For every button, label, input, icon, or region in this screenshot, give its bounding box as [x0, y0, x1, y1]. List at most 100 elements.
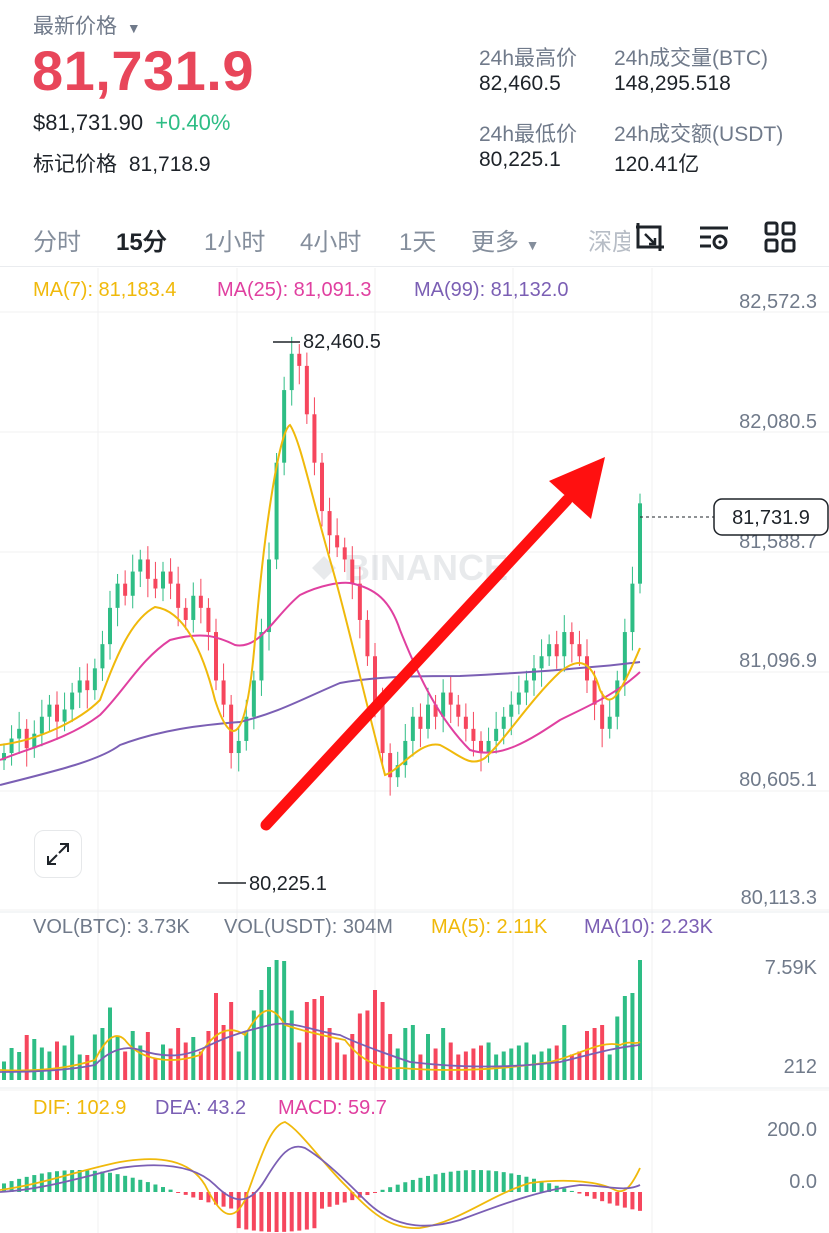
tab-1h[interactable]: 1小时: [204, 229, 266, 256]
volume-bar: [532, 1054, 536, 1080]
vol-btc-legend: VOL(BTC): 3.73K: [33, 916, 190, 938]
candle-body: [17, 728, 22, 739]
candle-body: [426, 704, 430, 729]
volume-bar: [100, 1028, 105, 1080]
low-label: 24h最低价: [479, 123, 578, 146]
tab-4h[interactable]: 4小时: [300, 229, 362, 256]
volume-bar: [357, 1013, 362, 1080]
price-axis-tick: 81,096.9: [739, 650, 817, 672]
volume-bar: [380, 1002, 385, 1080]
caret-down-icon: ▼: [525, 237, 540, 253]
candle-body: [410, 716, 415, 741]
macd-bar: [373, 1192, 377, 1193]
volume-bar: [251, 1010, 256, 1080]
price-axis-tick: 80,605.1: [739, 769, 817, 791]
volume-bar: [198, 1051, 203, 1080]
macd-bar: [92, 1170, 97, 1192]
vol-axis-tick: 7.59K: [765, 957, 818, 979]
candlestick-chart[interactable]: BINANCE MA(7): 81,183.4 MA(25): 81,091.3…: [0, 268, 829, 1233]
candle-body: [191, 595, 196, 620]
dea-line: [0, 1145, 641, 1227]
volume-bar: [115, 1037, 120, 1080]
ma7-line: [0, 423, 641, 777]
indicator-settings-icon[interactable]: [697, 220, 731, 254]
volume-bar: [320, 996, 324, 1080]
macd-bar: [244, 1192, 249, 1230]
vol-ma10-line: [0, 1022, 641, 1073]
candle-body: [600, 704, 605, 729]
macd-bar: [516, 1174, 521, 1192]
candle-body: [183, 607, 188, 620]
volume-bar: [176, 1028, 181, 1080]
tab-depth-label: 深度: [588, 229, 630, 256]
candle-body: [85, 680, 90, 691]
candle-body: [304, 365, 309, 415]
candle-body: [388, 753, 393, 778]
macd-bar: [214, 1192, 218, 1205]
candle-body: [24, 728, 29, 749]
expand-icon: [47, 843, 69, 865]
macd-bar: [471, 1170, 476, 1192]
volume-bar: [448, 1042, 453, 1080]
macd-bar: [456, 1170, 461, 1192]
price-axis-tick: 80,113.3: [741, 887, 817, 909]
candle-body: [433, 704, 438, 717]
candle-body: [108, 607, 112, 645]
latest-price-label[interactable]: 最新价格 ▼: [33, 10, 141, 40]
macd-bar: [183, 1192, 188, 1195]
macd-bar: [630, 1192, 635, 1210]
high-marker: 82,460.5: [273, 331, 381, 353]
macd-bar: [433, 1174, 438, 1192]
macd-bar: [251, 1192, 256, 1231]
volume-bar: [638, 960, 642, 1080]
vol-usdt-value: 120.41亿: [614, 153, 700, 176]
candle-body: [532, 668, 536, 681]
candle-body: [622, 632, 627, 681]
macd-bar: [342, 1192, 347, 1203]
macd-bar: [600, 1192, 605, 1202]
tab-1d[interactable]: 1天: [399, 229, 437, 256]
volume-bar: [24, 1035, 29, 1080]
candle-body: [479, 740, 483, 754]
vol-btc-value: 148,295.518: [614, 72, 731, 95]
tab-15m[interactable]: 15分: [116, 229, 167, 256]
volume-bar: [168, 1048, 173, 1080]
tab-more-label: 更多: [471, 229, 519, 256]
tab-more[interactable]: 更多 ▼: [471, 222, 540, 257]
candle-body: [282, 390, 287, 463]
macd-bar: [509, 1173, 514, 1192]
candle-body: [62, 709, 67, 722]
mark-price: 标记价格 81,718.9: [33, 148, 211, 178]
candles: [2, 336, 642, 796]
volume-bar: [403, 1028, 408, 1080]
volume-bar: [388, 1034, 393, 1080]
macd-axis-tick: 0.0: [789, 1171, 817, 1193]
macd-bar: [17, 1178, 22, 1192]
candle-body: [592, 680, 597, 705]
volume-bar: [524, 1042, 529, 1080]
macd-bar: [494, 1171, 499, 1192]
candle-body: [463, 716, 468, 729]
candle-body: [244, 716, 249, 741]
tab-depth[interactable]: 深度: [588, 222, 630, 257]
vol-usdt-legend: VOL(USDT): 304M: [224, 916, 393, 938]
candle-body: [55, 704, 59, 722]
candle-body: [380, 704, 385, 754]
fullscreen-button[interactable]: [34, 830, 82, 878]
volume-bar: [191, 1037, 196, 1080]
usd-price-value: $81,731.90: [33, 110, 144, 135]
volume-bar: [85, 1055, 90, 1080]
macd-bar: [577, 1192, 582, 1194]
low-value: 80,225.1: [479, 148, 561, 171]
volume-bar: [289, 1010, 294, 1080]
volume-bar: [17, 1052, 22, 1080]
candle-body: [176, 583, 181, 608]
grid-layout-icon[interactable]: [763, 220, 797, 254]
tab-time-share[interactable]: 分时: [33, 229, 81, 256]
candle-body: [312, 414, 317, 463]
volume-bar: [267, 967, 271, 1080]
candle-body: [289, 353, 294, 391]
macd-bar: [395, 1184, 400, 1192]
macd-legend: DIF: 102.9 DEA: 43.2 MACD: 59.7: [33, 1097, 387, 1119]
crop-icon[interactable]: [633, 220, 667, 254]
